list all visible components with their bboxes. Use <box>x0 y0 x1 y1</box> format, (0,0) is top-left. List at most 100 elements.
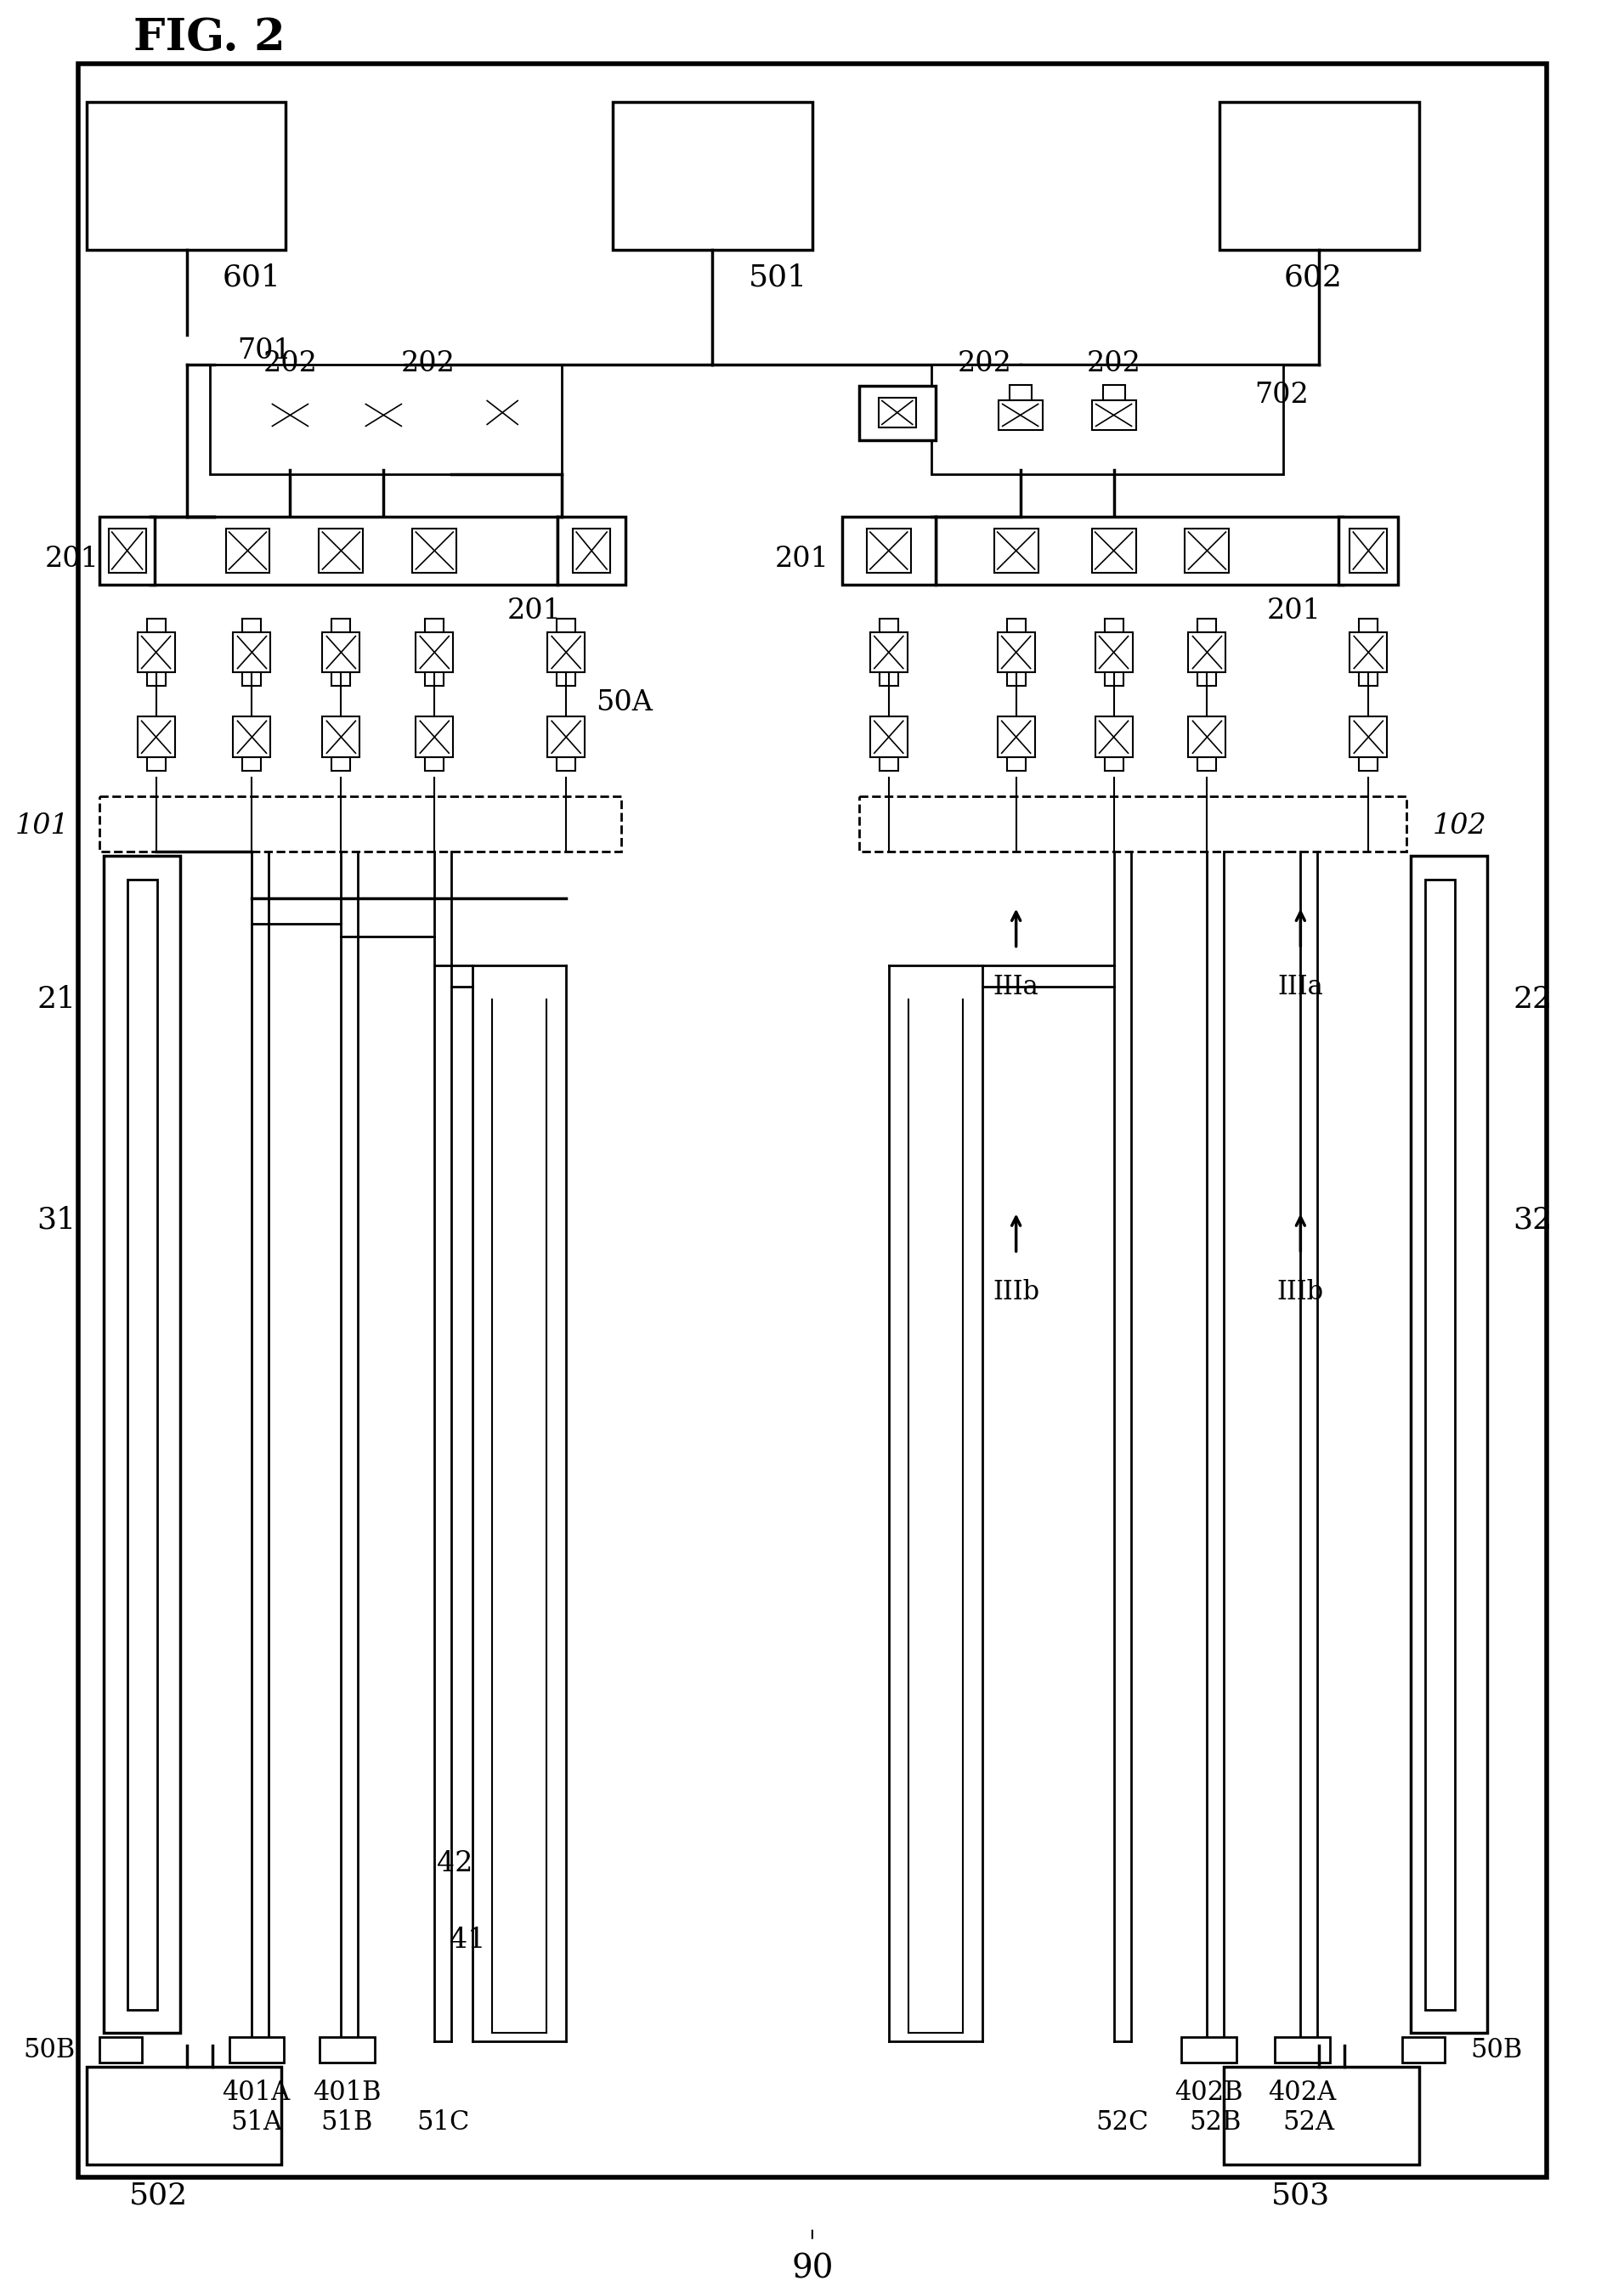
Bar <box>931 364 1283 474</box>
Text: 52A: 52A <box>1283 2109 1335 2136</box>
Bar <box>841 516 935 584</box>
Bar <box>138 633 175 672</box>
Text: 102: 102 <box>1432 811 1486 839</box>
Text: 52C: 52C <box>1096 2109 1148 2136</box>
Bar <box>1275 2038 1330 2063</box>
Bar <box>879 756 898 770</box>
Bar <box>999 399 1043 431</box>
Text: 101: 101 <box>15 811 70 839</box>
Text: 502: 502 <box>128 2182 188 2209</box>
Bar <box>1350 633 1387 672</box>
Bar <box>547 717 585 756</box>
Text: 701: 701 <box>237 337 292 364</box>
Bar <box>879 397 916 429</box>
Text: 201: 201 <box>507 598 560 623</box>
Bar <box>323 633 361 672</box>
Bar <box>242 672 261 685</box>
Text: 21: 21 <box>37 986 76 1013</box>
Bar <box>859 795 1406 850</box>
Bar <box>870 717 908 756</box>
Text: 201: 201 <box>1267 598 1320 623</box>
Bar <box>1411 855 1488 2033</box>
Bar <box>416 717 453 756</box>
Text: 503: 503 <box>1272 2182 1330 2209</box>
Bar <box>1091 529 1135 573</box>
Bar <box>149 516 557 584</box>
Bar <box>323 717 361 756</box>
Bar <box>416 633 453 672</box>
Bar <box>867 529 911 573</box>
Bar <box>372 385 395 399</box>
Bar <box>320 2038 375 2063</box>
Text: IIIa: IIIa <box>1278 974 1324 1002</box>
Bar <box>997 633 1034 672</box>
Bar <box>318 529 364 573</box>
Bar <box>1091 399 1135 431</box>
Bar <box>557 516 625 584</box>
Bar <box>268 399 312 431</box>
Bar <box>209 364 562 474</box>
Bar <box>1007 672 1025 685</box>
Text: 202: 202 <box>958 351 1012 376</box>
Bar <box>1007 756 1025 770</box>
Bar <box>484 397 521 429</box>
Bar <box>935 516 1343 584</box>
Bar <box>1359 619 1377 633</box>
Text: 50B: 50B <box>23 2038 75 2063</box>
Text: 50B: 50B <box>1470 2038 1522 2063</box>
Bar <box>1403 2038 1445 2063</box>
Bar <box>859 385 935 440</box>
Bar <box>242 756 261 770</box>
Bar <box>1338 516 1398 584</box>
Text: 32: 32 <box>1514 1206 1553 1235</box>
Bar <box>146 756 166 770</box>
Bar <box>879 672 898 685</box>
Bar <box>279 385 300 399</box>
Text: IIIa: IIIa <box>994 974 1039 1002</box>
Bar <box>1359 672 1377 685</box>
Bar <box>1199 672 1216 685</box>
Text: 201: 201 <box>45 545 99 573</box>
Bar <box>109 529 146 573</box>
Bar <box>1007 619 1025 633</box>
Bar <box>1189 717 1226 756</box>
Bar <box>1199 756 1216 770</box>
Bar <box>612 101 812 250</box>
Bar <box>1426 880 1455 2010</box>
Text: 201: 201 <box>775 545 830 573</box>
Text: 401A: 401A <box>222 2079 291 2106</box>
Bar <box>234 717 271 756</box>
Bar <box>242 619 261 633</box>
Bar <box>557 672 575 685</box>
Text: 41: 41 <box>450 1925 486 1953</box>
Bar <box>214 385 554 470</box>
Bar <box>425 672 443 685</box>
Bar <box>879 619 898 633</box>
Bar <box>99 848 622 2047</box>
Text: 42: 42 <box>437 1850 473 1877</box>
Bar <box>1199 619 1216 633</box>
Text: 51A: 51A <box>231 2109 283 2136</box>
Bar <box>557 756 575 770</box>
Text: 602: 602 <box>1283 264 1341 291</box>
Bar <box>412 529 456 573</box>
Text: 501: 501 <box>749 264 807 291</box>
Text: 601: 601 <box>222 264 281 291</box>
Text: IIIb: IIIb <box>992 1279 1039 1306</box>
Bar <box>234 633 271 672</box>
Bar <box>557 619 575 633</box>
Bar <box>1009 385 1031 399</box>
Text: 202: 202 <box>401 351 455 376</box>
Bar <box>1103 385 1125 399</box>
Bar <box>994 529 1038 573</box>
Bar <box>362 399 406 431</box>
Bar <box>331 756 351 770</box>
Bar <box>146 619 166 633</box>
Bar <box>935 385 1275 470</box>
Text: 401B: 401B <box>313 2079 382 2106</box>
Bar <box>1189 633 1226 672</box>
Text: 51B: 51B <box>322 2109 374 2136</box>
Bar <box>997 717 1034 756</box>
Bar <box>573 529 611 573</box>
Text: 402A: 402A <box>1268 2079 1337 2106</box>
